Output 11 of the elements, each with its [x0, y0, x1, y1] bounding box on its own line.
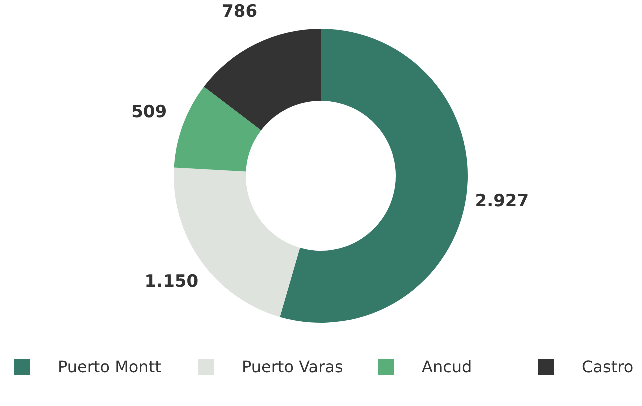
legend-label: Puerto Montt: [58, 358, 162, 376]
donut-slice: [204, 29, 321, 131]
legend-label: Ancud: [422, 358, 472, 376]
legend-label: Castro: [582, 358, 634, 376]
donut-slice: [174, 86, 262, 172]
data-label: 786: [222, 2, 258, 22]
legend-label: Puerto Varas: [242, 358, 344, 376]
donut-slice: [280, 29, 468, 323]
data-label: 1.150: [144, 272, 199, 292]
data-label: 2.927: [475, 192, 530, 212]
data-label: 509: [132, 102, 168, 123]
